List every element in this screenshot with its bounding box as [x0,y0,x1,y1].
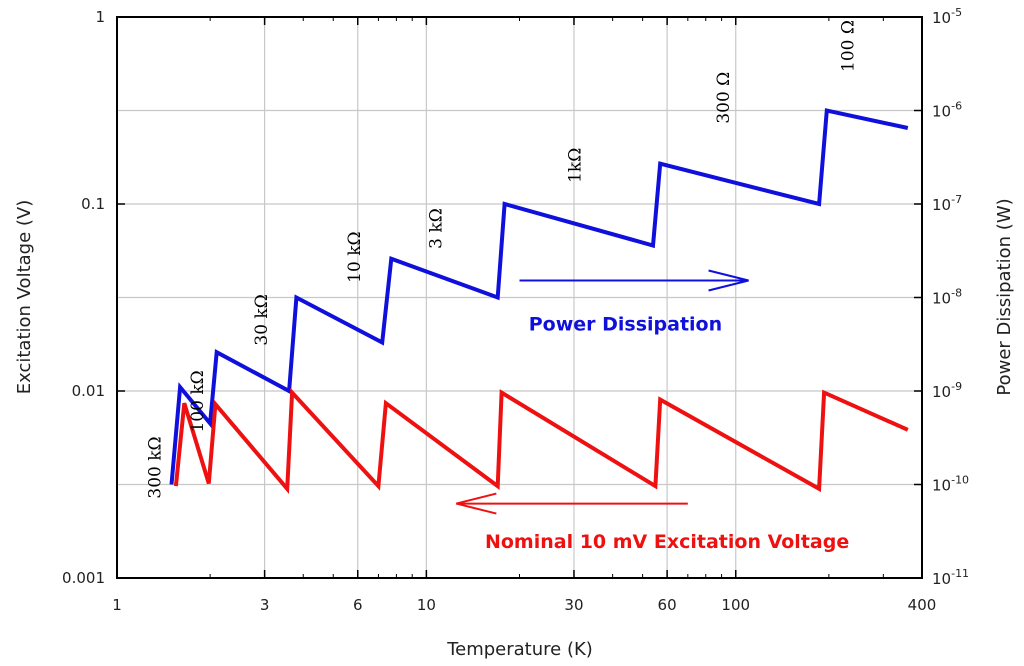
resistance-label: 300 kΩ [145,436,165,498]
y-tick-label: 0.001 [62,569,105,587]
y2-tick-label: 10-11 [932,567,969,588]
x-tick-label: 30 [564,596,583,614]
y-tick-label: 1 [95,8,105,26]
resistance-label: 100 Ω [838,20,858,72]
y-tick-label: 0.1 [81,195,105,213]
tick-labels: 1 3 6 10 30 60 100 400 0.001 0.01 0.1 1 10-11 10-10 10… [62,6,969,614]
resistance-label: 100 kΩ [188,370,208,432]
y-tick-label: 0.01 [72,382,105,400]
annotation-arrow-head [708,269,749,292]
y2-tick-label: 10-10 [932,474,969,495]
annotations: Power Dissipation Nominal 10 mV Excitatio… [456,269,849,553]
x-tick-label: 3 [260,596,270,614]
annotation-label-1: Nominal 10 mV Excitation Voltage [485,531,849,553]
series-line-0 [169,108,909,485]
x-tick-label: 6 [353,596,363,614]
grid [117,17,922,578]
y2-axis-title: Power Dissipation (W) [994,198,1015,395]
x-tick-label: 100 [721,596,750,614]
resistance-labels: 300 kΩ 100 kΩ 30 kΩ 10 kΩ 3 kΩ 1kΩ 300 Ω 100 Ω [145,20,858,499]
annotation-arrow-head [456,492,497,515]
annotation-label-0: Power Dissipation [529,314,722,336]
resistance-label: 300 Ω [714,72,734,124]
y2-tick-label: 10-5 [932,6,962,27]
resistance-label: 3 kΩ [427,208,447,249]
resistance-label: 30 kΩ [252,294,272,345]
y2-tick-label: 10-8 [932,287,962,308]
y2-tick-label: 10-9 [932,380,962,401]
x-tick-label: 400 [908,596,937,614]
y-axis-title: Excitation Voltage (V) [14,200,35,395]
series-layer [169,108,909,494]
x-tick-label: 1 [112,596,122,614]
resistance-label: 1kΩ [566,148,586,183]
y2-tick-label: 10-7 [932,193,962,214]
y2-tick-label: 10-6 [932,100,962,121]
x-tick-label: 60 [658,596,677,614]
x-axis-title: Temperature (K) [446,639,593,660]
series-line-1 [173,387,909,494]
resistance-label: 10 kΩ [345,231,365,282]
x-tick-label: 10 [417,596,436,614]
